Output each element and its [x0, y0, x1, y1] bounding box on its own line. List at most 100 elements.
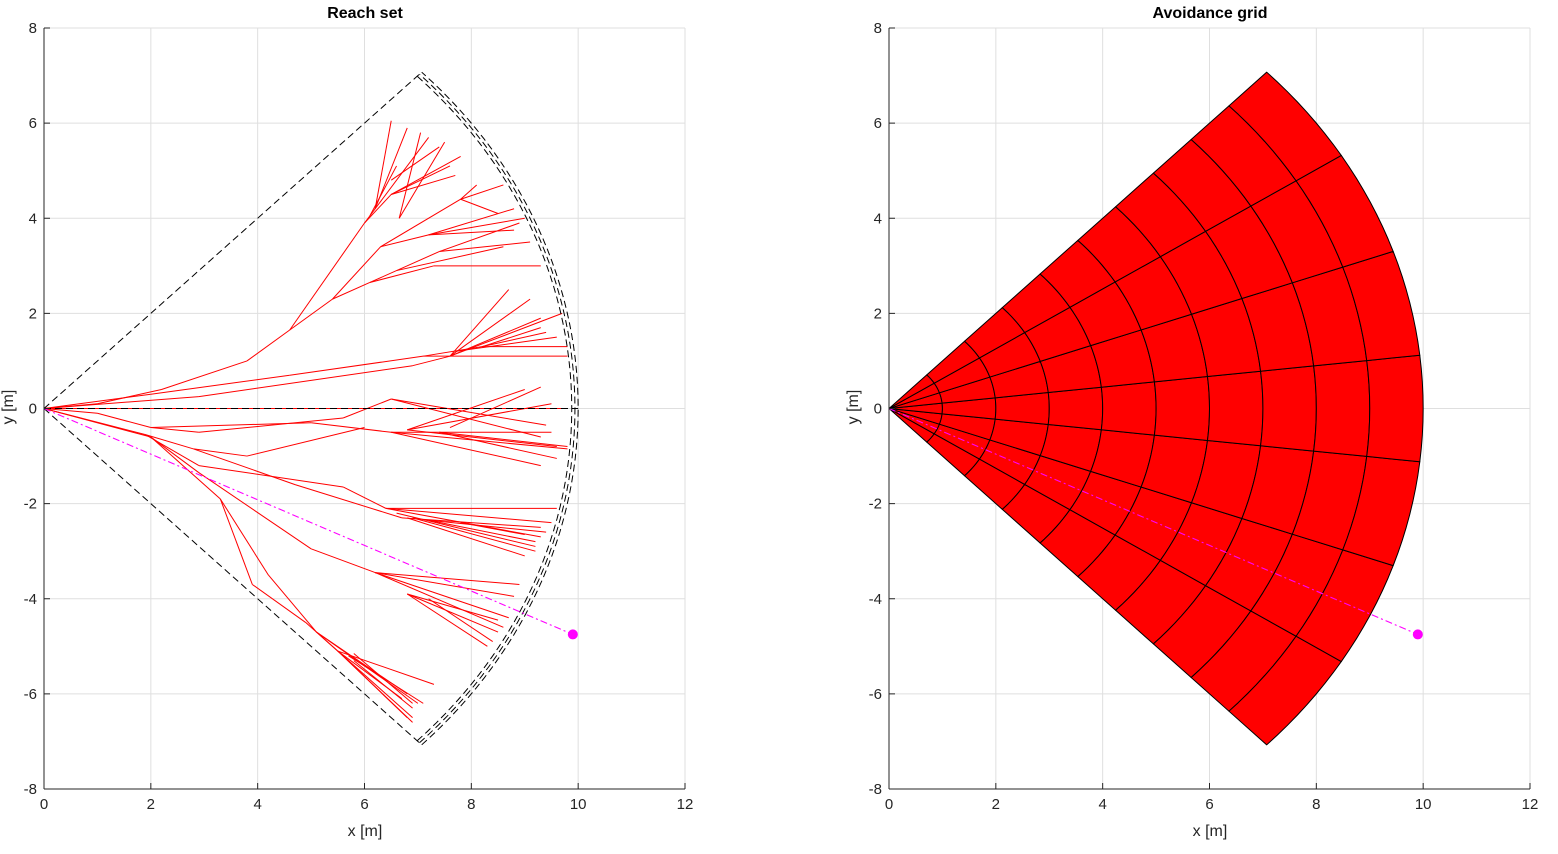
trajectory-segment — [412, 517, 536, 552]
trajectory-segment — [43, 393, 151, 409]
y-tick-label: -6 — [869, 686, 882, 703]
grid-cell — [1228, 71, 1342, 182]
trajectory-segment — [407, 593, 499, 633]
target-point — [567, 629, 578, 640]
boundary-edge — [43, 408, 423, 746]
trajectory-segment — [391, 431, 568, 450]
y-axis-label: y [m] — [0, 390, 17, 425]
trajectory-segment — [428, 519, 536, 543]
trajectory-segment — [353, 660, 413, 709]
y-tick-label: 4 — [29, 210, 37, 227]
trajectory-segment — [401, 517, 541, 528]
trajectory-segment — [369, 165, 397, 217]
trajectory-segment — [406, 593, 488, 647]
trajectory-segment — [396, 246, 504, 272]
trajectory-segment — [374, 572, 504, 628]
trajectory-segment — [316, 631, 413, 719]
trajectory-segment — [391, 398, 541, 438]
trajectory-segment — [97, 412, 151, 429]
trajectory-segment — [407, 389, 525, 431]
x-tick-label: 6 — [360, 796, 368, 813]
reach-set-chart: Reach set x [m] y [m] 0 2 4 6 8 10 12 -8 -6 -4 -2 0… — [0, 5, 693, 840]
trajectory-segment — [428, 208, 515, 236]
grid-cell — [1366, 354, 1424, 463]
y-tick-label: 4 — [874, 210, 882, 227]
y-tick-label: -6 — [24, 686, 37, 703]
y-tick-label: 2 — [29, 305, 37, 322]
trajectory-segment — [198, 417, 344, 433]
trajectory-segment — [460, 184, 504, 200]
trajectory-segment — [150, 436, 221, 500]
x-tick-label: 10 — [1415, 796, 1432, 813]
trajectory-segment — [390, 146, 440, 181]
trajectory-segment — [369, 265, 435, 283]
trajectory-segment — [337, 650, 408, 719]
trajectory-segment — [439, 431, 557, 459]
y-tick-label: 6 — [874, 115, 882, 132]
trajectory-segment — [375, 572, 509, 619]
trajectory-segment — [460, 184, 478, 200]
trajectory-segment — [374, 120, 392, 209]
trajectory-segment — [43, 408, 98, 414]
trajectory-segment — [246, 427, 365, 457]
y-tick-label: 0 — [29, 401, 37, 418]
trajectory-segment — [481, 331, 547, 348]
trajectory-segment — [407, 593, 499, 621]
trajectory-segment — [348, 655, 424, 704]
grid-cell — [1047, 386, 1104, 431]
trajectory-segment — [380, 198, 461, 248]
x-tick-label: 8 — [467, 796, 475, 813]
x-tick-label: 2 — [147, 796, 155, 813]
trajectory-segment — [439, 222, 520, 253]
chart-title: Avoidance grid — [1153, 5, 1268, 22]
x-tick-label: 4 — [1098, 796, 1106, 813]
grid-cell — [1313, 360, 1371, 457]
trajectory-segment — [150, 422, 312, 429]
trajectory-segment — [289, 355, 424, 376]
trajectory-segment — [449, 312, 563, 357]
chart-title: Reach set — [327, 5, 403, 22]
x-tick-label: 10 — [570, 796, 587, 813]
trajectory-segment — [375, 572, 520, 585]
trajectory-segment — [150, 436, 200, 474]
trajectory-segment — [289, 298, 333, 331]
boundary-edge — [43, 71, 423, 409]
grid-cell — [1153, 376, 1210, 441]
trajectory-segment — [364, 208, 376, 224]
trajectory-segment — [449, 317, 541, 357]
y-tick-label: 8 — [874, 20, 882, 37]
x-tick-label: 8 — [1312, 796, 1320, 813]
x-tick-label: 12 — [677, 796, 694, 813]
trajectory-segment — [449, 289, 510, 357]
trajectory-segment — [161, 360, 248, 390]
x-tick-label: 0 — [885, 796, 893, 813]
trajectory-segment — [311, 422, 392, 433]
trajectory-segment — [43, 408, 151, 438]
trajectory-segment — [43, 396, 199, 409]
y-tick-label: -4 — [869, 591, 882, 608]
trajectory-segment — [198, 365, 413, 398]
trajectory-segment — [428, 217, 525, 236]
grid-cell — [1260, 365, 1317, 452]
y-tick-label: -2 — [24, 496, 37, 513]
trajectory-segment — [289, 222, 365, 331]
trajectory-segment — [294, 484, 403, 519]
x-axis-label: x [m] — [1193, 823, 1228, 840]
trajectory-segment — [481, 327, 541, 348]
trajectory-segment — [439, 431, 568, 448]
trajectory-segment — [428, 229, 515, 236]
x-tick-label: 12 — [1522, 796, 1539, 813]
grid-cell — [1100, 381, 1157, 436]
x-tick-label: 2 — [992, 796, 1000, 813]
trajectory-segment — [252, 584, 307, 623]
trajectory-segment — [460, 198, 499, 214]
y-tick-label: -8 — [869, 781, 882, 798]
x-tick-label: 4 — [253, 796, 261, 813]
trajectory-segment — [364, 194, 392, 224]
trajectory-segment — [428, 519, 547, 533]
trajectory-segment — [460, 522, 525, 536]
trajectory-segment — [337, 650, 435, 685]
y-tick-label: 2 — [874, 305, 882, 322]
trajectory-segment — [412, 355, 451, 367]
trajectory-segment — [353, 653, 413, 704]
